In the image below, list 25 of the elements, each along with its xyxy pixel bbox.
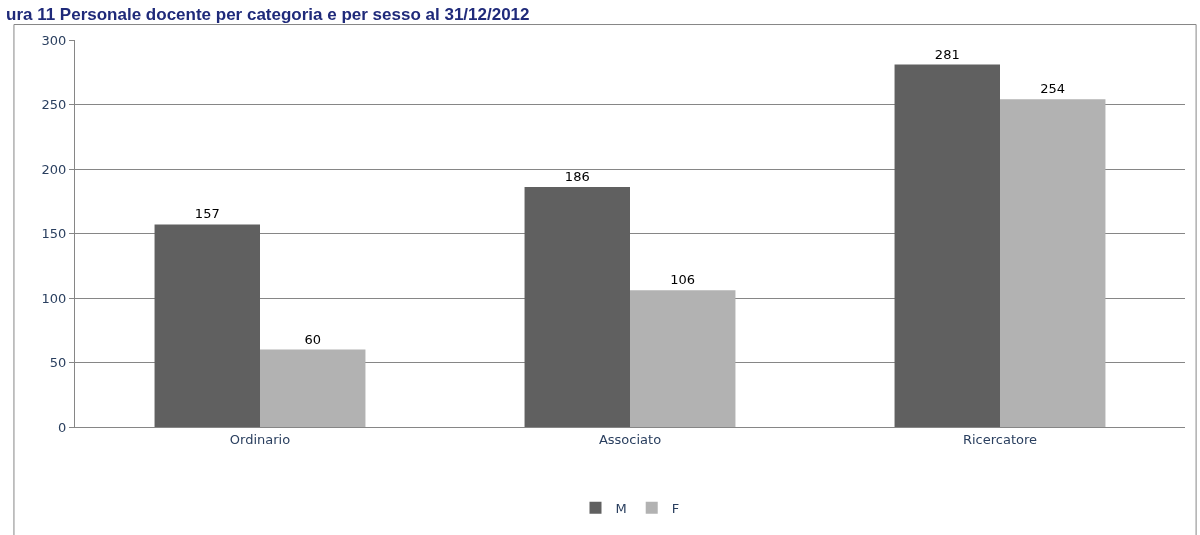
data-label: 254 — [1040, 81, 1066, 97]
bar — [260, 349, 366, 427]
bar — [630, 290, 736, 427]
x-tick-label: Associato — [598, 431, 662, 447]
y-tick-label: 250 — [41, 97, 67, 113]
bar — [524, 187, 630, 427]
y-tick-label: 150 — [41, 226, 67, 242]
chart-title: ura 11 Personale docente per categoria e per sesso al 31/12/2012 — [6, 4, 530, 24]
y-tick-label: 100 — [41, 290, 67, 306]
x-tick-label: Ordinario — [229, 431, 291, 447]
data-label: 186 — [564, 169, 590, 185]
data-label: 106 — [670, 272, 696, 288]
data-label: 60 — [304, 331, 321, 347]
bar — [1000, 99, 1106, 427]
y-tick-label: 0 — [58, 419, 67, 435]
bar — [154, 224, 260, 427]
y-tick-label: 50 — [49, 355, 67, 371]
y-tick-label: 200 — [41, 161, 67, 177]
data-label: 157 — [194, 206, 220, 222]
x-tick-label: Ricercatore — [962, 431, 1038, 447]
data-label: 281 — [934, 46, 960, 62]
legend-label: M — [615, 500, 627, 516]
y-tick-label: 300 — [41, 32, 67, 48]
bar — [894, 64, 1000, 427]
legend-label: F — [671, 500, 680, 516]
